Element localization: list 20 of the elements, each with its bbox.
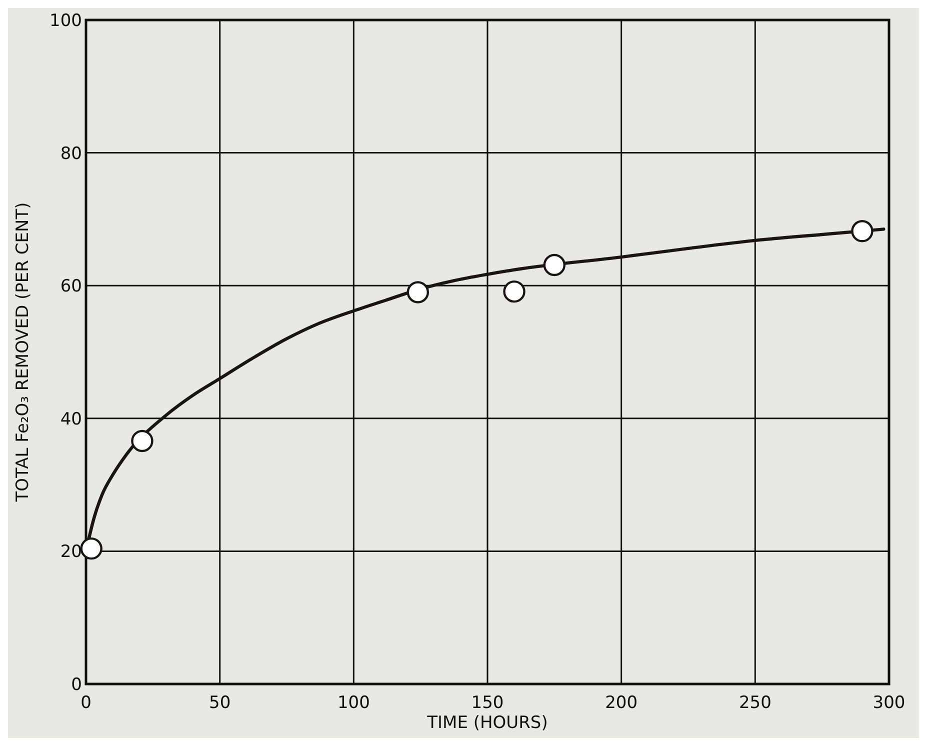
x-tick-label: 300 bbox=[872, 693, 906, 713]
y-axis-title: TOTAL Fe₂O₃ REMOVED (PER CENT) bbox=[13, 202, 33, 503]
y-tick-label: 20 bbox=[60, 542, 82, 562]
point bbox=[406, 281, 430, 304]
x-tick-label: 50 bbox=[209, 693, 231, 713]
x-tick-label: 200 bbox=[605, 693, 638, 713]
x-axis-title: TIME (HOURS) bbox=[426, 713, 548, 733]
y-tick-label: 60 bbox=[60, 276, 82, 297]
point bbox=[80, 537, 102, 560]
x-tick-label: 100 bbox=[337, 693, 370, 713]
y-tick-label: 100 bbox=[50, 10, 82, 31]
point bbox=[503, 280, 526, 303]
y-tick-label: 40 bbox=[60, 409, 82, 430]
point bbox=[543, 254, 566, 276]
y-tick-label: 80 bbox=[60, 144, 82, 164]
point bbox=[131, 430, 154, 452]
x-tick-label: 150 bbox=[471, 693, 504, 713]
point bbox=[851, 220, 874, 242]
x-tick-label: 250 bbox=[738, 693, 772, 713]
y-tick-label: 0 bbox=[71, 674, 82, 695]
